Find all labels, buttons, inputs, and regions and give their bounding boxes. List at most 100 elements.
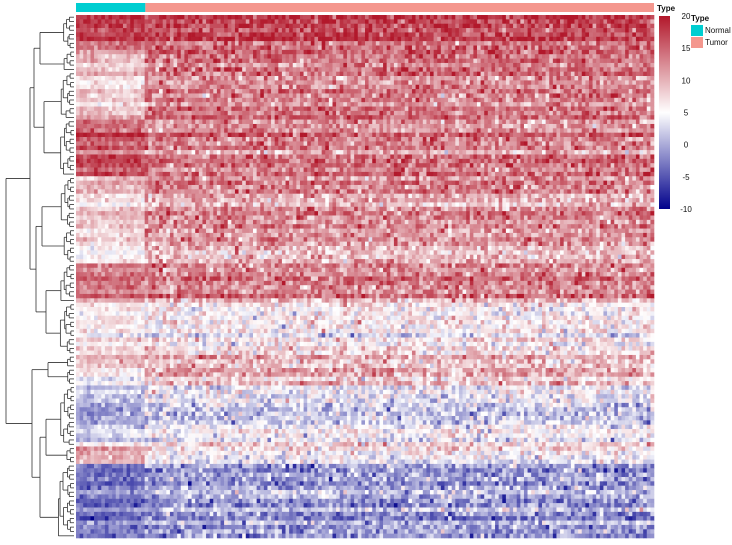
- heatmap-cell: [458, 54, 463, 59]
- heatmap-cell: [227, 62, 232, 68]
- heatmap-cell: [97, 132, 102, 138]
- heatmap-cell: [650, 15, 655, 20]
- heatmap-cell: [231, 110, 236, 116]
- heatmap-cell: [242, 36, 247, 42]
- heatmap-cell: [141, 106, 145, 112]
- heatmap-cell: [599, 67, 604, 72]
- heatmap-cell: [520, 76, 525, 81]
- heatmap-cell: [451, 19, 456, 25]
- heatmap-cell: [108, 110, 113, 116]
- heatmap-cell: [271, 137, 275, 142]
- heatmap-cell: [621, 23, 626, 29]
- heatmap-cell: [375, 62, 380, 68]
- heatmap-cell: [119, 28, 124, 33]
- heatmap-cell: [137, 23, 142, 29]
- heatmap-cell: [440, 32, 445, 38]
- heatmap-cell: [574, 137, 579, 142]
- heatmap-cell: [375, 123, 380, 129]
- heatmap-cell: [513, 45, 518, 51]
- heatmap-cell: [426, 76, 431, 81]
- heatmap-cell: [505, 76, 510, 81]
- heatmap-cell: [466, 80, 471, 86]
- heatmap-cell: [159, 67, 163, 72]
- heatmap-cell: [422, 45, 427, 51]
- heatmap-cell: [484, 89, 489, 94]
- heatmap-cell: [285, 106, 290, 112]
- heatmap-cell: [187, 58, 192, 64]
- heatmap-cell: [458, 76, 463, 81]
- heatmap-cell: [552, 28, 557, 33]
- heatmap-cell: [336, 41, 341, 46]
- heatmap-cell: [303, 58, 308, 64]
- heatmap-cell: [253, 28, 257, 33]
- heatmap-cell: [542, 110, 546, 116]
- heatmap-cell: [422, 41, 427, 46]
- heatmap-cell: [213, 76, 218, 81]
- heatmap-cell: [184, 106, 189, 112]
- heatmap-cell: [458, 19, 463, 25]
- heatmap-cell: [245, 84, 250, 90]
- heatmap-cell: [397, 110, 402, 116]
- heatmap-cell: [365, 41, 369, 46]
- heatmap-cell: [502, 93, 507, 99]
- heatmap-cell: [404, 93, 409, 99]
- heatmap-cell: [184, 45, 189, 51]
- heatmap-cell: [94, 62, 98, 68]
- heatmap-cell: [267, 119, 272, 125]
- heatmap-cell: [625, 67, 630, 72]
- heatmap-cell: [177, 84, 182, 90]
- heatmap-cell: [325, 54, 330, 59]
- heatmap-cell: [379, 58, 384, 64]
- heatmap-cell: [332, 71, 337, 77]
- heatmap-cell: [115, 97, 120, 103]
- heatmap-cell: [549, 97, 554, 103]
- heatmap-cell: [285, 49, 290, 55]
- heatmap-cell: [162, 41, 167, 46]
- heatmap-cell: [401, 76, 406, 81]
- heatmap-cell: [213, 54, 218, 59]
- heatmap-cell: [476, 102, 481, 107]
- heatmap-cell: [130, 110, 135, 116]
- heatmap-cell: [411, 62, 416, 68]
- heatmap-cell: [368, 58, 373, 64]
- heatmap-cell: [556, 119, 561, 125]
- heatmap-cell: [213, 36, 218, 42]
- heatmap-cell: [596, 93, 601, 99]
- heatmap-cell: [86, 93, 91, 99]
- heatmap-cell: [151, 62, 156, 68]
- heatmap-cell: [151, 49, 156, 55]
- heatmap-cell: [151, 67, 156, 72]
- heatmap-cell: [383, 45, 387, 51]
- heatmap-cell: [433, 67, 438, 72]
- heatmap-cell: [585, 123, 590, 129]
- heatmap-cell: [614, 80, 619, 86]
- heatmap-cell: [274, 93, 279, 99]
- heatmap-cell: [173, 119, 178, 125]
- heatmap-cell: [415, 102, 420, 107]
- heatmap-cell: [281, 80, 286, 86]
- heatmap-cell: [430, 89, 434, 94]
- heatmap-cell: [444, 110, 449, 116]
- heatmap-cell: [343, 49, 348, 55]
- heatmap-cell: [328, 119, 333, 125]
- heatmap-cell: [137, 49, 142, 55]
- heatmap-cell: [476, 49, 481, 55]
- heatmap-cell: [271, 119, 275, 125]
- heatmap-cell: [523, 32, 528, 38]
- heatmap-cell: [495, 58, 499, 64]
- heatmap-cell: [581, 41, 586, 46]
- heatmap-cell: [354, 32, 359, 38]
- heatmap-cell: [386, 28, 391, 33]
- heatmap-cell: [119, 93, 124, 99]
- heatmap-cell: [596, 97, 601, 103]
- heatmap-cell: [350, 19, 355, 25]
- heatmap-cell: [86, 19, 91, 25]
- heatmap-cell: [393, 97, 398, 103]
- heatmap-cell: [224, 49, 229, 55]
- heatmap-cell: [650, 106, 655, 112]
- heatmap-cell: [213, 23, 218, 29]
- heatmap-cell: [393, 89, 398, 94]
- heatmap-cell: [592, 71, 597, 77]
- heatmap-cell: [386, 71, 391, 77]
- heatmap-cell: [531, 58, 536, 64]
